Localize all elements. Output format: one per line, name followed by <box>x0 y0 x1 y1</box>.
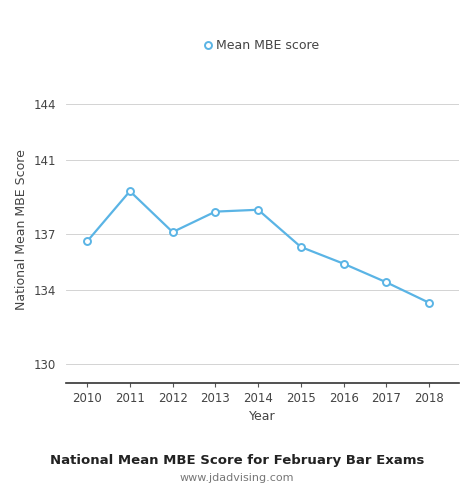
Y-axis label: National Mean MBE Score: National Mean MBE Score <box>15 149 28 310</box>
Text: National Mean MBE Score for February Bar Exams: National Mean MBE Score for February Bar… <box>50 454 424 467</box>
Text: www.jdadvising.com: www.jdadvising.com <box>180 473 294 483</box>
Legend: Mean MBE score: Mean MBE score <box>205 39 319 52</box>
X-axis label: Year: Year <box>249 411 276 423</box>
